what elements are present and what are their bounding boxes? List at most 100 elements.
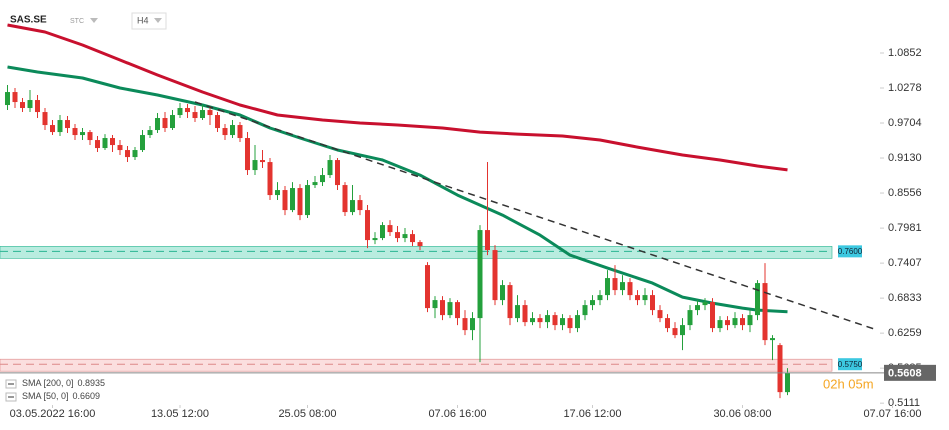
candle-body <box>440 300 445 316</box>
symbol[interactable]: SAS.SE <box>10 15 47 26</box>
candle-body <box>297 188 303 216</box>
candle-body <box>530 318 535 323</box>
legend-value: 0.8935 <box>78 378 106 388</box>
level-label-box <box>838 245 862 258</box>
candle-body <box>732 318 738 326</box>
candle-body <box>342 185 348 213</box>
symbol-dropdown[interactable] <box>90 18 98 23</box>
y-tick-label: 0.9704 <box>888 117 922 129</box>
candle-body <box>35 100 40 113</box>
candle-body <box>612 278 618 291</box>
x-tick-label: 03.05.2022 16:00 <box>10 408 96 420</box>
candle-body <box>117 145 123 151</box>
candle-body <box>702 302 708 306</box>
candle-body <box>582 305 588 316</box>
level-label: 0.7600 <box>838 247 863 256</box>
candle-body <box>395 232 400 239</box>
candle-body <box>237 125 243 139</box>
candle-body <box>725 320 730 326</box>
candle-body <box>290 188 295 211</box>
candle-body <box>515 305 520 319</box>
candle-body <box>477 230 483 319</box>
candle-body <box>147 130 153 136</box>
candle-body <box>215 115 220 129</box>
x-tick-label: 07.06 16:00 <box>428 408 486 420</box>
candle-body <box>650 295 655 311</box>
candle-body <box>522 305 528 323</box>
candle-body <box>747 315 753 326</box>
candle-body <box>755 283 760 316</box>
timeframe-dropdown[interactable] <box>154 18 162 23</box>
sma-line <box>7 23 788 172</box>
candle-body <box>372 238 378 241</box>
candle-body <box>425 265 430 309</box>
candle-body <box>560 318 565 326</box>
candle-body <box>200 110 205 119</box>
level-label-box <box>838 358 862 371</box>
candle-body <box>387 225 393 233</box>
candle-body <box>65 120 70 129</box>
candle-body <box>252 160 258 171</box>
candle-body <box>327 160 333 176</box>
candle-body <box>350 200 355 213</box>
exchange: STC <box>70 18 84 25</box>
candle-body <box>762 283 768 341</box>
x-tick-label: 25.05 08:00 <box>278 408 336 420</box>
candle-body <box>177 108 183 116</box>
candle-body <box>102 138 108 149</box>
x-tick-label: 17.06 12:00 <box>563 408 621 420</box>
candle-body <box>110 138 115 146</box>
candle-body <box>627 282 633 296</box>
candle-body <box>432 300 438 309</box>
candle-body <box>57 120 63 133</box>
level-label: 0.5750 <box>838 360 863 369</box>
candle-body <box>50 125 55 133</box>
candle-body <box>87 132 93 141</box>
level-zone <box>0 246 833 259</box>
candle-body <box>710 302 715 329</box>
candle-body <box>717 320 723 329</box>
candle-body <box>5 92 10 106</box>
candle-body <box>777 345 783 393</box>
candle-body <box>27 100 33 109</box>
candle-body <box>365 210 370 241</box>
candle-body <box>642 295 648 301</box>
legend-name: SMA [200, 0] <box>22 378 74 388</box>
candle-body <box>402 234 408 239</box>
candle-body <box>267 162 273 196</box>
candle-body <box>192 112 198 119</box>
timeframe[interactable]: H4 <box>137 15 149 25</box>
candle-body <box>305 185 310 216</box>
candle-body <box>680 325 685 336</box>
candle-body <box>785 372 790 393</box>
y-tick-label: 0.7981 <box>888 222 922 234</box>
y-tick-label: 0.9130 <box>888 152 922 164</box>
candle-body <box>455 302 460 319</box>
candle-body <box>417 242 423 247</box>
candle-body <box>770 338 775 341</box>
candle-body <box>605 278 610 296</box>
y-tick-label: 1.0278 <box>888 82 922 94</box>
candle-body <box>635 295 640 301</box>
x-tick-label: 07.07 16:00 <box>863 408 921 420</box>
candle-body <box>507 285 513 319</box>
candle-body <box>230 125 235 136</box>
candle-body <box>447 302 453 316</box>
legend-entry: SMA [200, 0] 0.8935 <box>22 378 105 388</box>
y-tick-label: 1.0852 <box>888 47 922 59</box>
candle-body <box>245 138 250 171</box>
plot-area: 0.7600 0.5750 <box>0 23 878 399</box>
candle-body <box>155 118 160 131</box>
candle-body <box>335 160 340 186</box>
y-tick-label: 0.6833 <box>888 292 922 304</box>
x-tick-label: 13.05 12:00 <box>151 408 209 420</box>
sma-line <box>7 65 788 314</box>
timeframe-box[interactable] <box>131 12 167 30</box>
y-tick-label: 0.6259 <box>888 327 922 339</box>
candle-body <box>380 225 385 239</box>
candle-body <box>80 132 85 136</box>
candle-body <box>470 318 475 331</box>
candle-body <box>740 318 745 326</box>
legend-value: 0.6609 <box>73 391 101 401</box>
